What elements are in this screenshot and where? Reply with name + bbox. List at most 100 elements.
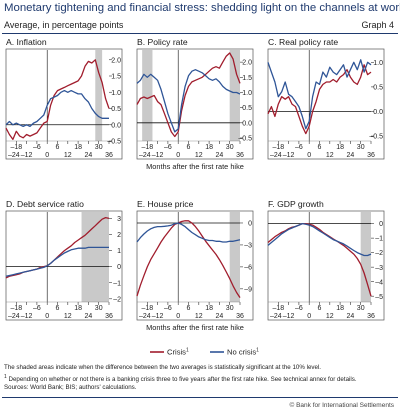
x-tick-label: 6: [187, 144, 191, 151]
panel-frame: [6, 49, 122, 159]
x-tick-label: 0: [45, 152, 49, 159]
x-tick-label: –12: [152, 313, 164, 320]
x-tick-label: 30: [95, 305, 103, 312]
y-tick-label: 1: [117, 248, 121, 255]
x-tick-label: –24: [139, 313, 151, 320]
panel-title: C. Real policy rate: [268, 37, 338, 47]
x-tick-label: –6: [33, 305, 41, 312]
x-tick-label: –18: [10, 144, 22, 151]
x-axis-label: Months after the first rate hike: [146, 162, 244, 171]
x-tick-label: 0: [307, 313, 311, 320]
footnote-text: Depending on whether or not there is a b…: [9, 376, 357, 383]
y-tick-label: –0.5: [369, 134, 383, 141]
x-tick-label: 6: [56, 144, 60, 151]
x-tick-label: 36: [105, 313, 113, 320]
x-tick-label: 24: [347, 152, 355, 159]
x-tick-label: 36: [367, 152, 375, 159]
y-tick-label: –4: [375, 279, 383, 286]
series-line-crisis: [268, 65, 371, 134]
y-tick-label: –1: [375, 236, 383, 243]
panel-title: D. Debt service ratio: [6, 199, 84, 209]
y-tick-label: 0.5: [111, 106, 121, 113]
series-line-no-crisis: [268, 224, 371, 256]
series-line-crisis: [137, 221, 240, 298]
y-tick-label: 1.0: [111, 90, 121, 97]
panel-title: E. House price: [137, 199, 194, 209]
shaded-band: [230, 50, 240, 141]
x-tick-label: 18: [336, 305, 344, 312]
x-tick-label: 6: [56, 305, 60, 312]
y-tick-label: –2: [113, 296, 121, 303]
series-line-no-crisis: [6, 91, 109, 127]
y-tick-label: 0: [379, 221, 383, 228]
x-tick-label: 18: [74, 305, 82, 312]
x-tick-label: 30: [357, 144, 365, 151]
panel-0: A. Inflation–0.50.00.51.01.52.0–18–12–60…: [6, 37, 122, 159]
x-tick-label: –18: [272, 144, 284, 151]
x-tick-label: 24: [216, 313, 224, 320]
x-tick-label: 12: [195, 313, 203, 320]
panel-title: B. Policy rate: [137, 37, 188, 47]
x-tick-label: 36: [236, 152, 244, 159]
x-tick-label: 36: [236, 313, 244, 320]
x-tick-label: 24: [216, 152, 224, 159]
y-tick-label: 2: [117, 232, 121, 239]
series-line-no-crisis: [137, 223, 240, 242]
y-tick-label: 1.5: [242, 75, 252, 82]
x-tick-label: –12: [283, 152, 295, 159]
legend-label-no-crisis: No crisis1: [227, 348, 259, 357]
header-rule: [2, 33, 398, 34]
y-tick-label: 1.0: [242, 90, 252, 97]
x-tick-label: –24: [270, 313, 282, 320]
x-tick-label: 36: [105, 152, 113, 159]
x-tick-label: 18: [74, 144, 82, 151]
x-tick-label: –6: [33, 144, 41, 151]
panel-1: B. Policy rate –0.5 0.0 0.5 1.0 1.5 2.0 –18–12–…: [137, 37, 253, 171]
x-tick-label: –24: [8, 313, 20, 320]
legend-label-crisis: Crisis1: [167, 348, 189, 357]
panel-5: F. GDP growth0–1–2–3–4–5–18–12–606121824…: [268, 199, 384, 320]
x-tick-label: 24: [85, 152, 93, 159]
x-tick-label: –24: [139, 152, 151, 159]
x-tick-label: 30: [226, 144, 234, 151]
y-tick-label: –9: [244, 286, 252, 293]
shaded-band: [361, 212, 371, 302]
x-tick-label: 24: [85, 313, 93, 320]
y-tick-label: 2.0: [111, 57, 121, 64]
x-tick-label: –18: [272, 305, 284, 312]
x-axis-label: Months after the first rate hike: [146, 323, 244, 332]
x-tick-label: –12: [21, 152, 33, 159]
note-sources: Sources: World Bank; BIS; authors' calcu…: [4, 384, 136, 391]
note-footnote: 1 Depending on whether or not there is a…: [4, 374, 357, 383]
x-tick-label: –18: [141, 305, 153, 312]
x-tick-label: 0: [45, 313, 49, 320]
x-tick-label: 0: [307, 152, 311, 159]
x-tick-label: 6: [318, 305, 322, 312]
series-line-crisis: [6, 60, 109, 140]
x-tick-label: –12: [21, 313, 33, 320]
y-tick-label: 2.0: [242, 60, 252, 67]
x-tick-label: –12: [152, 152, 164, 159]
x-tick-label: 30: [357, 305, 365, 312]
y-tick-label: 0.5: [373, 84, 383, 91]
x-tick-label: –24: [8, 152, 20, 159]
y-tick-label: –0.5: [107, 139, 121, 146]
x-tick-label: –24: [270, 152, 282, 159]
x-tick-label: –6: [295, 305, 303, 312]
copyright: © Bank for International Settlements: [289, 402, 394, 409]
x-tick-label: 0: [176, 152, 180, 159]
figure-title: Monetary tightening and financial stress…: [4, 2, 400, 14]
footnote-marker: 1: [4, 374, 7, 380]
graph-number: Graph 4: [361, 20, 394, 30]
y-tick-label: –5: [375, 294, 383, 301]
x-tick-label: –6: [164, 305, 172, 312]
x-tick-label: 6: [318, 144, 322, 151]
panel-4: E. House price0–3–6–9–18–12–606121824303…: [137, 199, 253, 332]
x-tick-label: 0: [176, 313, 180, 320]
legend-superscript: 1: [186, 348, 189, 354]
x-tick-label: 30: [226, 305, 234, 312]
y-tick-label: 0.5: [242, 105, 252, 112]
x-tick-label: 18: [205, 305, 213, 312]
legend-superscript: 1: [256, 348, 259, 354]
